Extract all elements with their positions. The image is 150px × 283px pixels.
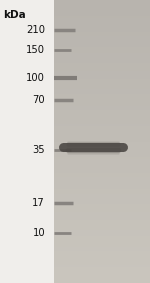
Bar — [0, 0, 54, 283]
Text: 150: 150 — [26, 44, 45, 55]
Text: kDa: kDa — [3, 10, 26, 20]
Text: 100: 100 — [26, 73, 45, 83]
Text: 10: 10 — [32, 228, 45, 239]
Text: 210: 210 — [26, 25, 45, 35]
Text: 70: 70 — [32, 95, 45, 106]
Text: 17: 17 — [32, 198, 45, 208]
Text: 35: 35 — [32, 145, 45, 155]
